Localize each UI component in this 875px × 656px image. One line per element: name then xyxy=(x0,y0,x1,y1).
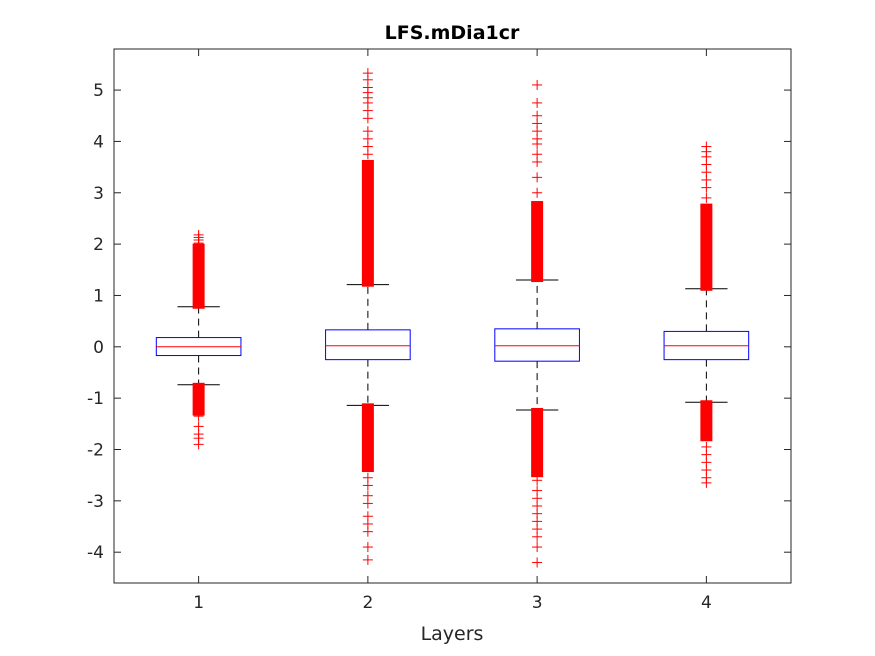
x-tick-label: 4 xyxy=(701,593,712,613)
upper-outlier-marker xyxy=(532,79,543,90)
upper-outlier-band xyxy=(361,159,374,287)
lower-outlier-marker xyxy=(193,411,204,422)
lower-outlier-marker xyxy=(532,557,543,568)
upper-outlier-marker xyxy=(532,110,543,121)
x-tick-label: 3 xyxy=(532,593,543,613)
box xyxy=(325,329,411,361)
box xyxy=(494,328,580,362)
y-tick-label: 5 xyxy=(93,81,104,101)
lower-outlier-marker xyxy=(532,475,543,486)
box-group-2 xyxy=(325,68,411,565)
axes-layer: -4 -3 -2 -1 0 1 2 3 4 5 1 2 3 4 xyxy=(87,48,792,613)
upper-outlier-marker xyxy=(362,68,373,79)
lower-outlier-marker xyxy=(362,480,373,491)
axes-frame xyxy=(113,48,792,584)
upper-outlier-marker xyxy=(362,126,373,137)
lower-outlier-marker xyxy=(362,554,373,565)
upper-outlier-band xyxy=(531,201,544,283)
lower-outlier-marker xyxy=(701,477,712,488)
lower-outlier-marker xyxy=(532,531,543,542)
box-group-3 xyxy=(494,79,580,568)
y-tick-label: 4 xyxy=(93,132,104,152)
x-tick-label: 1 xyxy=(193,593,204,613)
upper-outlier-band xyxy=(192,243,205,309)
box-group-4 xyxy=(663,141,750,488)
lower-outlier-band xyxy=(700,400,713,442)
upper-outlier-band xyxy=(700,203,713,291)
upper-outlier-marker xyxy=(532,97,543,108)
lower-outlier-marker xyxy=(362,498,373,509)
plot-area xyxy=(114,49,791,583)
lower-outlier-marker xyxy=(193,439,204,450)
upper-outlier-marker xyxy=(193,229,204,240)
x-axis-label: Layers xyxy=(421,623,484,645)
lower-outlier-marker xyxy=(362,526,373,537)
y-tick-label: -3 xyxy=(87,492,104,512)
lower-outlier-band xyxy=(361,403,374,473)
y-tick-label: 0 xyxy=(93,338,104,358)
lower-outlier-marker xyxy=(362,542,373,553)
y-tick-label: -2 xyxy=(87,441,104,461)
lower-outlier-marker xyxy=(532,542,543,553)
upper-outlier-marker xyxy=(532,187,543,198)
y-tick-label: 3 xyxy=(93,184,104,204)
boxes-layer xyxy=(155,68,750,568)
lower-outlier-band xyxy=(531,407,544,478)
y-tick-label: -1 xyxy=(87,389,104,409)
upper-outlier-marker xyxy=(701,192,712,203)
box-group-1 xyxy=(155,229,242,450)
y-tick-label: -4 xyxy=(87,543,104,563)
lower-outlier-band xyxy=(192,382,205,416)
x-tick-label: 2 xyxy=(362,593,373,613)
y-tick-label: 2 xyxy=(93,235,104,255)
upper-outlier-marker xyxy=(701,141,712,152)
upper-outlier-marker xyxy=(532,172,543,183)
chart-title: LFS.mDia1cr xyxy=(385,22,520,44)
upper-outlier-marker xyxy=(532,149,543,160)
y-tick-label: 1 xyxy=(93,286,104,306)
